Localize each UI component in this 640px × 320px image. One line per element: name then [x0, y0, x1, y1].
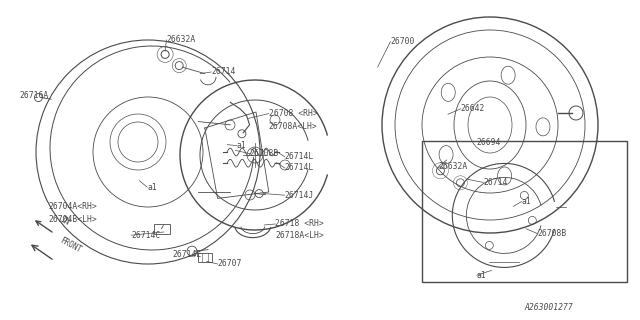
- Bar: [422, 141, 627, 282]
- Text: 26708A<LH>: 26708A<LH>: [269, 122, 317, 131]
- Text: 26694: 26694: [477, 138, 501, 147]
- Text: 26632A: 26632A: [438, 162, 468, 171]
- Text: 26714L: 26714L: [285, 164, 314, 172]
- Text: 26714: 26714: [211, 68, 236, 76]
- Text: 26642: 26642: [461, 104, 485, 113]
- Text: IN: IN: [58, 215, 71, 228]
- Text: a1: a1: [147, 183, 157, 192]
- Text: 26714: 26714: [483, 178, 508, 187]
- Text: 26704A<RH>: 26704A<RH>: [48, 202, 97, 211]
- Text: 26708 <RH>: 26708 <RH>: [269, 109, 317, 118]
- Text: A263001277: A263001277: [525, 303, 573, 312]
- Text: 26714C: 26714C: [131, 231, 161, 240]
- Text: 26714J: 26714J: [285, 191, 314, 200]
- Bar: [198, 253, 212, 262]
- Text: 26718 <RH>: 26718 <RH>: [275, 220, 324, 228]
- Text: 26708B: 26708B: [250, 149, 279, 158]
- Text: 26714L: 26714L: [285, 152, 314, 161]
- Text: FRONT: FRONT: [58, 236, 83, 255]
- Text: 26700: 26700: [390, 37, 415, 46]
- Text: a1: a1: [522, 197, 531, 206]
- Text: 26718A<LH>: 26718A<LH>: [275, 231, 324, 240]
- Bar: [154, 224, 170, 234]
- Text: a1: a1: [477, 271, 486, 280]
- Text: 26714E: 26714E: [173, 250, 202, 259]
- Text: 26708B: 26708B: [538, 229, 567, 238]
- Text: a1: a1: [237, 141, 246, 150]
- Text: 26716A: 26716A: [19, 92, 49, 100]
- Text: 26632A: 26632A: [166, 36, 196, 44]
- Text: 26707: 26707: [218, 260, 242, 268]
- Text: 26704B<LH>: 26704B<LH>: [48, 215, 97, 224]
